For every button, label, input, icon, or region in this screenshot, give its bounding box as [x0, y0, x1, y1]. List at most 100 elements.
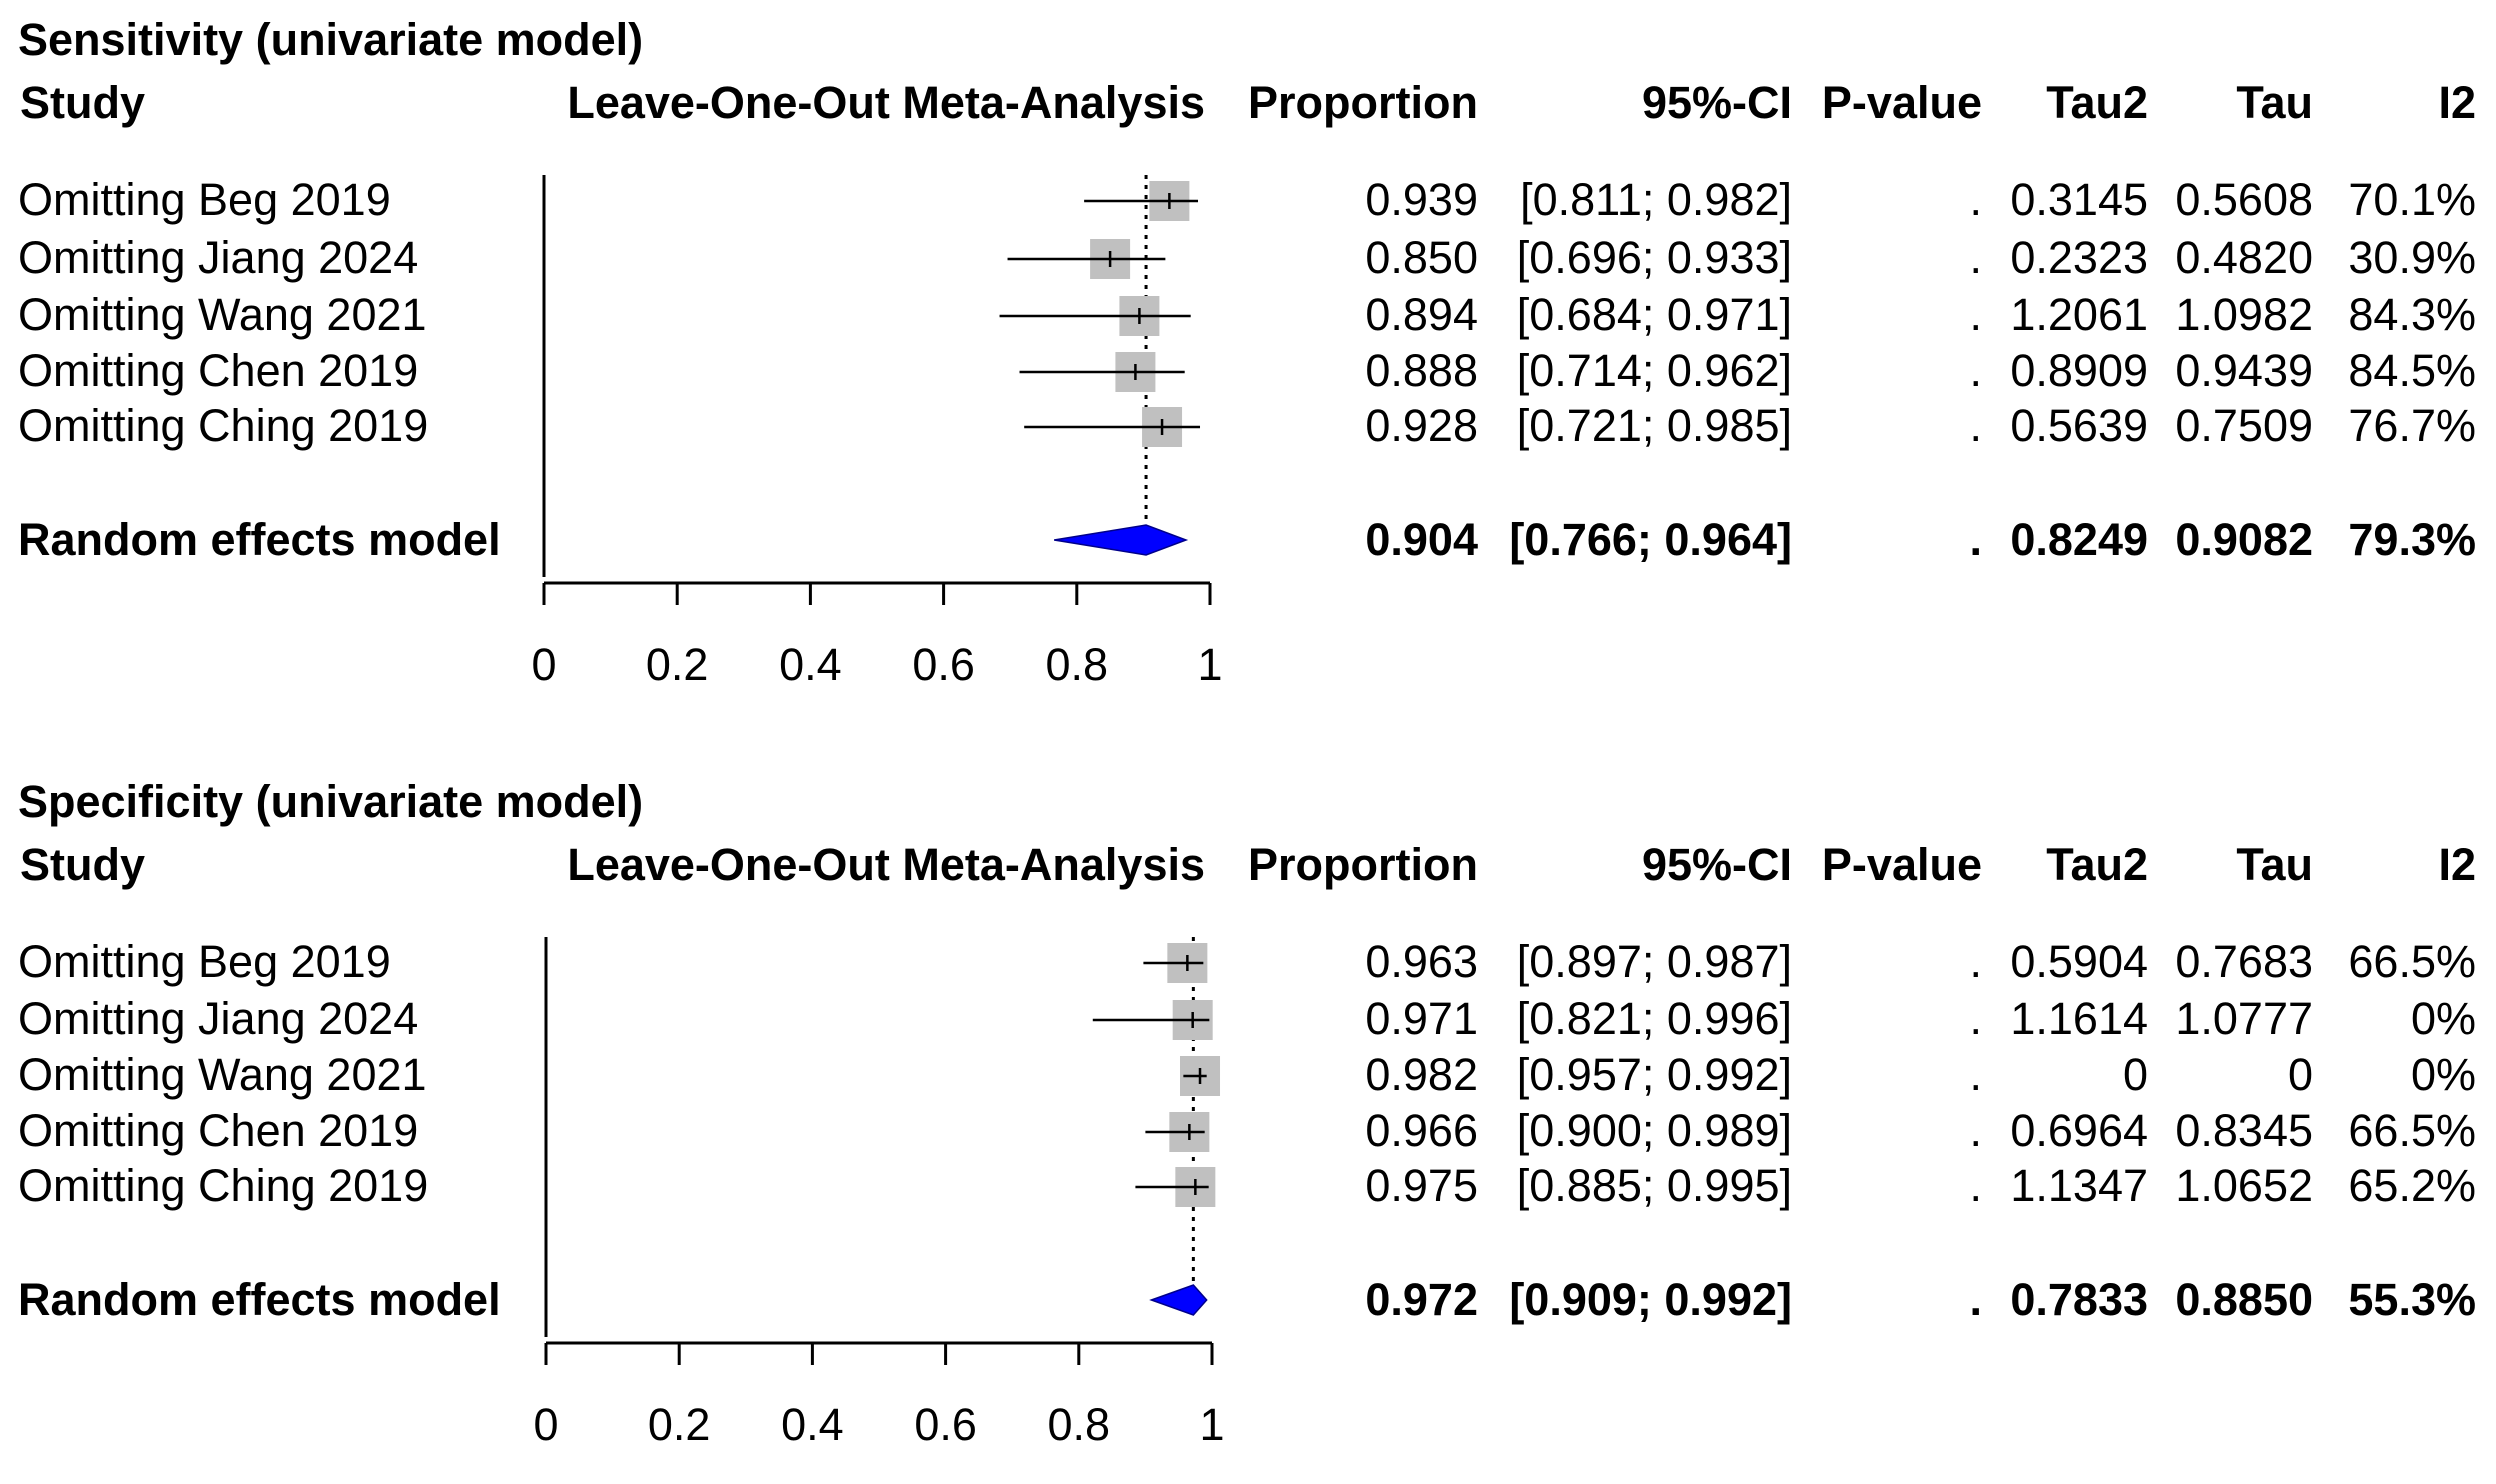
study-label: Omitting Wang 2021	[18, 289, 427, 340]
study-label: Omitting Jiang 2024	[18, 232, 418, 283]
summary-pvalue: .	[1969, 514, 1982, 565]
summary-tau: 0.8850	[2175, 1274, 2313, 1325]
study-pvalue: .	[1969, 174, 1982, 225]
study-i2: 30.9%	[2348, 232, 2476, 283]
study-proportion: 0.982	[1365, 1049, 1478, 1100]
study-label: Omitting Wang 2021	[18, 1049, 427, 1100]
study-i2: 0%	[2411, 1049, 2476, 1100]
header-i2: I2	[2438, 77, 2476, 128]
header-ci: 95%-CI	[1642, 839, 1792, 890]
study-tau2: 0.2323	[2010, 232, 2148, 283]
x-tick-label: 0.4	[781, 1399, 844, 1450]
study-tau2: 0.5904	[2010, 936, 2148, 987]
study-i2: 84.5%	[2348, 345, 2476, 396]
header-tau: Tau	[2236, 839, 2313, 890]
chart-title: Specificity (univariate model)	[18, 776, 643, 827]
study-pvalue: .	[1969, 232, 1982, 283]
study-ci: [0.957; 0.992]	[1517, 1049, 1792, 1100]
study-i2: 84.3%	[2348, 289, 2476, 340]
header-tau2: Tau2	[2046, 77, 2148, 128]
summary-proportion: 0.972	[1365, 1274, 1478, 1325]
summary-label: Random effects model	[18, 514, 501, 565]
study-pvalue: .	[1969, 289, 1982, 340]
summary-ci: [0.909; 0.992]	[1509, 1274, 1792, 1325]
study-tau2: 0.3145	[2010, 174, 2148, 225]
summary-tau: 0.9082	[2175, 514, 2313, 565]
x-tick-label: 0	[533, 1399, 558, 1450]
chart-title: Sensitivity (univariate model)	[18, 14, 643, 65]
study-proportion: 0.971	[1365, 993, 1478, 1044]
study-proportion: 0.963	[1365, 936, 1478, 987]
study-pvalue: .	[1969, 345, 1982, 396]
study-label: Omitting Chen 2019	[18, 345, 418, 396]
header-i2: I2	[2438, 839, 2476, 890]
header-tau2: Tau2	[2046, 839, 2148, 890]
study-ci: [0.721; 0.985]	[1517, 400, 1792, 451]
header-tau: Tau	[2236, 77, 2313, 128]
study-ci: [0.714; 0.962]	[1517, 345, 1792, 396]
study-tau: 0.9439	[2175, 345, 2313, 396]
summary-i2: 55.3%	[2348, 1274, 2476, 1325]
x-tick-label: 0.6	[914, 1399, 977, 1450]
study-tau: 0.7509	[2175, 400, 2313, 451]
study-label: Omitting Ching 2019	[18, 1160, 428, 1211]
study-i2: 66.5%	[2348, 936, 2476, 987]
study-tau2: 1.2061	[2010, 289, 2148, 340]
study-pvalue: .	[1969, 1049, 1982, 1100]
x-tick-label: 1	[1197, 639, 1222, 690]
study-ci: [0.900; 0.989]	[1517, 1105, 1792, 1156]
study-label: Omitting Beg 2019	[18, 936, 391, 987]
header-proportion: Proportion	[1248, 77, 1478, 128]
study-tau: 0.4820	[2175, 232, 2313, 283]
study-i2: 66.5%	[2348, 1105, 2476, 1156]
study-tau: 1.0652	[2175, 1160, 2313, 1211]
study-tau2: 1.1614	[2010, 993, 2148, 1044]
study-pvalue: .	[1969, 936, 1982, 987]
summary-label: Random effects model	[18, 1274, 501, 1325]
study-proportion: 0.975	[1365, 1160, 1478, 1211]
study-pvalue: .	[1969, 400, 1982, 451]
study-pvalue: .	[1969, 1160, 1982, 1211]
study-tau2: 0.6964	[2010, 1105, 2148, 1156]
summary-tau2: 0.7833	[2010, 1274, 2148, 1325]
summary-pvalue: .	[1969, 1274, 1982, 1325]
study-ci: [0.885; 0.995]	[1517, 1160, 1792, 1211]
study-i2: 0%	[2411, 993, 2476, 1044]
study-pvalue: .	[1969, 993, 1982, 1044]
header-proportion: Proportion	[1248, 839, 1478, 890]
study-tau2: 1.1347	[2010, 1160, 2148, 1211]
study-ci: [0.811; 0.982]	[1520, 174, 1792, 225]
x-tick-label: 1	[1199, 1399, 1224, 1450]
study-proportion: 0.966	[1365, 1105, 1478, 1156]
x-tick-label: 0.8	[1046, 639, 1109, 690]
x-tick-label: 0.6	[912, 639, 975, 690]
header-study: Study	[20, 77, 145, 128]
header-ci: 95%-CI	[1642, 77, 1792, 128]
summary-diamond	[1054, 524, 1189, 556]
study-tau: 0.5608	[2175, 174, 2313, 225]
study-proportion: 0.928	[1365, 400, 1478, 451]
study-pvalue: .	[1969, 1105, 1982, 1156]
study-ci: [0.821; 0.996]	[1517, 993, 1792, 1044]
summary-i2: 79.3%	[2348, 514, 2476, 565]
x-tick-label: 0	[531, 639, 556, 690]
header-plot: Leave-One-Out Meta-Analysis	[567, 77, 1205, 128]
x-tick-label: 0.2	[646, 639, 709, 690]
summary-proportion: 0.904	[1365, 514, 1478, 565]
study-ci: [0.684; 0.971]	[1517, 289, 1792, 340]
study-tau: 1.0777	[2175, 993, 2313, 1044]
study-label: Omitting Jiang 2024	[18, 993, 418, 1044]
x-tick-label: 0.8	[1048, 1399, 1111, 1450]
study-i2: 70.1%	[2348, 174, 2476, 225]
study-label: Omitting Chen 2019	[18, 1105, 418, 1156]
summary-tau2: 0.8249	[2010, 514, 2148, 565]
study-tau2: 0.8909	[2010, 345, 2148, 396]
study-proportion: 0.850	[1365, 232, 1478, 283]
header-pvalue: P-value	[1822, 77, 1982, 128]
study-proportion: 0.894	[1365, 289, 1478, 340]
study-i2: 76.7%	[2348, 400, 2476, 451]
header-study: Study	[20, 839, 145, 890]
study-tau: 0.7683	[2175, 936, 2313, 987]
study-tau: 0.8345	[2175, 1105, 2313, 1156]
